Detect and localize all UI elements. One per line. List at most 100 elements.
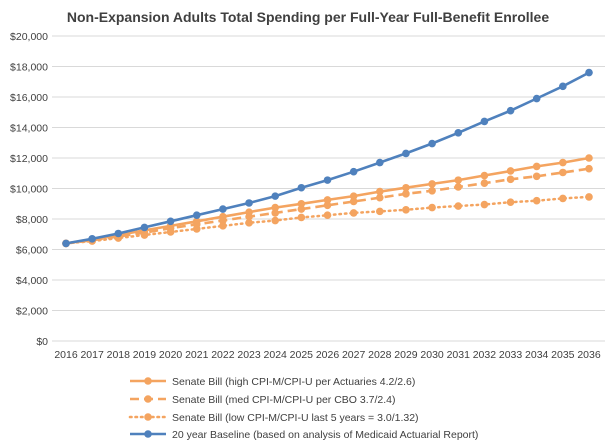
data-point [219,205,227,213]
data-point [323,211,332,219]
data-point [140,223,149,232]
data-point [219,212,227,221]
legend: Senate Bill (high CPI-M/CPI-U per Actuar… [128,376,478,441]
data-point [219,222,227,230]
data-point [506,175,515,184]
x-tick-label: 2020 [159,349,183,361]
data-point [428,139,436,148]
x-tick-label: 2035 [551,349,575,361]
data-point [271,192,280,200]
data-point [402,190,410,198]
y-tick-label: $8,000 [16,214,48,226]
y-tick-label: $20,000 [10,31,48,43]
data-point [323,196,332,204]
data-point [585,68,593,77]
x-tick-label: 2022 [211,349,235,361]
data-point [428,180,436,188]
data-point [349,209,358,217]
data-point [585,193,593,201]
y-tick-label: $4,000 [16,275,48,287]
data-point [297,199,306,208]
x-tick-label: 2018 [107,349,131,361]
data-point [454,183,463,191]
series-lines [62,68,593,248]
data-point [323,176,332,184]
data-point [532,196,541,205]
data-point [271,203,280,212]
x-tick-label: 2036 [577,349,601,361]
data-point [480,179,489,187]
data-point [62,239,70,248]
data-point [349,197,358,206]
x-tick-label: 2032 [473,349,497,361]
data-point [585,154,593,162]
data-point [402,206,410,214]
data-point [245,199,253,207]
legend-marker [144,430,152,438]
legend-label: Senate Bill (low CPI-M/CPI-U last 5 year… [172,412,419,424]
legend-entry: 20 year Baseline (based on analysis of M… [130,429,478,441]
data-point [559,194,567,203]
data-point [349,192,358,200]
data-point [114,229,123,238]
data-point [480,200,489,209]
data-point [297,183,306,192]
data-point [480,171,489,180]
data-point [585,164,593,173]
x-tick-label: 2017 [80,349,104,361]
data-point [532,162,541,171]
y-tick-label: $6,000 [16,245,48,257]
gridlines [52,35,605,342]
chart-title: Non-Expansion Adults Total Spending per … [67,9,549,25]
data-point [245,219,253,227]
data-point [428,186,436,195]
legend-label: Senate Bill (med CPI-M/CPI-U per CBO 3.7… [172,394,396,406]
data-point [559,158,567,167]
x-tick-label: 2026 [316,349,340,361]
x-tick-label: 2027 [342,349,366,361]
data-point [428,203,436,212]
legend-label: 20 year Baseline (based on analysis of M… [172,429,478,441]
x-tick-label: 2028 [368,349,392,361]
data-point [454,176,463,184]
x-tick-label: 2034 [525,349,549,361]
legend-marker [144,395,152,403]
x-axis-tick-labels: 2016 2017 2018 2019 2020 2021 2022 2023 2024 2025… [54,349,601,361]
data-point [454,129,463,137]
y-tick-label: $16,000 [10,92,48,104]
data-point [532,94,541,103]
data-point [166,217,175,226]
legend-entry: Senate Bill (low CPI-M/CPI-U last 5 year… [128,412,419,424]
x-tick-label: 2030 [420,349,444,361]
y-tick-label: $0 [36,336,48,348]
series-3 [62,68,593,248]
data-point [402,149,410,158]
x-tick-label: 2024 [264,349,288,361]
y-tick-label: $12,000 [10,153,48,165]
legend-marker [144,413,152,421]
data-point [88,235,96,243]
data-point [506,198,515,207]
x-tick-label: 2031 [447,349,471,361]
data-point [376,207,384,216]
x-tick-label: 2033 [499,349,523,361]
data-point [245,208,253,216]
data-point [506,106,515,115]
x-tick-label: 2019 [133,349,157,361]
data-point [192,217,201,226]
data-point [192,211,201,219]
data-point [480,117,489,126]
data-point [376,187,384,196]
x-tick-label: 2016 [54,349,78,361]
data-point [376,193,384,202]
legend-entry: Senate Bill (med CPI-M/CPI-U per CBO 3.7… [130,394,396,406]
series-line [65,167,590,245]
data-point [271,216,280,225]
x-tick-label: 2025 [290,349,314,361]
data-point [402,183,410,192]
data-point [297,213,306,222]
y-tick-label: $10,000 [10,184,48,196]
legend-marker [144,377,152,385]
